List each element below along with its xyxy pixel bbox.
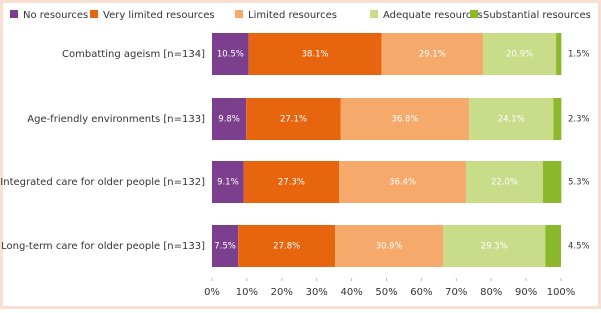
legend-swatch xyxy=(235,10,243,18)
bar-segment xyxy=(335,225,444,267)
x-tick-label: 40% xyxy=(340,287,362,298)
bar-segment xyxy=(556,33,562,75)
bar-segment xyxy=(212,161,244,203)
bar-segment xyxy=(212,33,249,75)
bar-segment xyxy=(469,98,554,140)
legend-swatch xyxy=(90,10,98,18)
bar-segment xyxy=(246,98,341,140)
bar-segment xyxy=(545,225,561,267)
legend-label: Very limited resources xyxy=(103,10,215,21)
bar-segment xyxy=(443,225,546,267)
value-label: 9.8% xyxy=(218,115,240,125)
value-label: 10.5% xyxy=(217,50,244,60)
value-label: 27.3% xyxy=(278,178,305,188)
category-label: Age-friendly environments [n=133] xyxy=(27,114,205,125)
x-tick-label: 10% xyxy=(236,287,258,298)
value-label: 7.5% xyxy=(214,242,236,252)
bar-segment xyxy=(483,33,557,75)
x-tick-label: 30% xyxy=(306,287,328,298)
value-label: 1.5% xyxy=(568,50,590,60)
bar-segment xyxy=(553,98,562,140)
x-tick-label: 0% xyxy=(204,287,220,298)
x-tick-label: 60% xyxy=(410,287,432,298)
bar-segment xyxy=(212,225,239,267)
value-label: 5.3% xyxy=(568,178,590,188)
legend-label: Limited resources xyxy=(248,10,337,21)
bar-segment xyxy=(542,161,562,203)
bar-segment xyxy=(466,161,543,203)
value-label: 30.9% xyxy=(376,242,403,252)
value-label: 22.0% xyxy=(491,178,518,188)
value-label: 36.4% xyxy=(389,178,416,188)
value-label: 29.1% xyxy=(419,50,446,60)
value-label: 36.8% xyxy=(391,115,418,125)
value-label: 20.9% xyxy=(506,50,533,60)
bar-segment xyxy=(248,33,382,75)
value-label: 27.8% xyxy=(273,242,300,252)
legend-swatch xyxy=(470,10,478,18)
x-tick-label: 90% xyxy=(515,287,537,298)
category-label: Long-term care for older people [n=133] xyxy=(1,241,205,252)
value-label: 27.1% xyxy=(280,115,307,125)
value-label: 9.1% xyxy=(217,178,239,188)
value-label: 38.1% xyxy=(302,50,329,60)
bar-segment xyxy=(340,98,470,140)
legend-label: No resources xyxy=(23,10,88,21)
x-tick-label: 50% xyxy=(375,287,397,298)
bar-segment xyxy=(238,225,336,267)
bar-segment xyxy=(243,161,340,203)
value-label: 2.3% xyxy=(568,115,590,125)
x-tick-label: 20% xyxy=(271,287,293,298)
bar-segment xyxy=(212,98,247,140)
x-tick-label: 70% xyxy=(445,287,467,298)
x-tick-label: 100% xyxy=(547,287,576,298)
category-label: Combatting ageism [n=134] xyxy=(62,49,205,60)
bar-segment xyxy=(339,161,467,203)
legend-swatch xyxy=(10,10,18,18)
legend-label: Substantial resources xyxy=(483,10,591,21)
x-tick-label: 80% xyxy=(480,287,502,298)
bar-segment xyxy=(381,33,484,75)
legend-label: Adequate resources xyxy=(383,10,483,21)
value-label: 29.3% xyxy=(481,242,508,252)
category-label: Integrated care for older people [n=132] xyxy=(0,177,205,188)
value-label: 24.1% xyxy=(498,115,525,125)
legend-swatch xyxy=(370,10,378,18)
value-label: 4.5% xyxy=(568,242,590,252)
